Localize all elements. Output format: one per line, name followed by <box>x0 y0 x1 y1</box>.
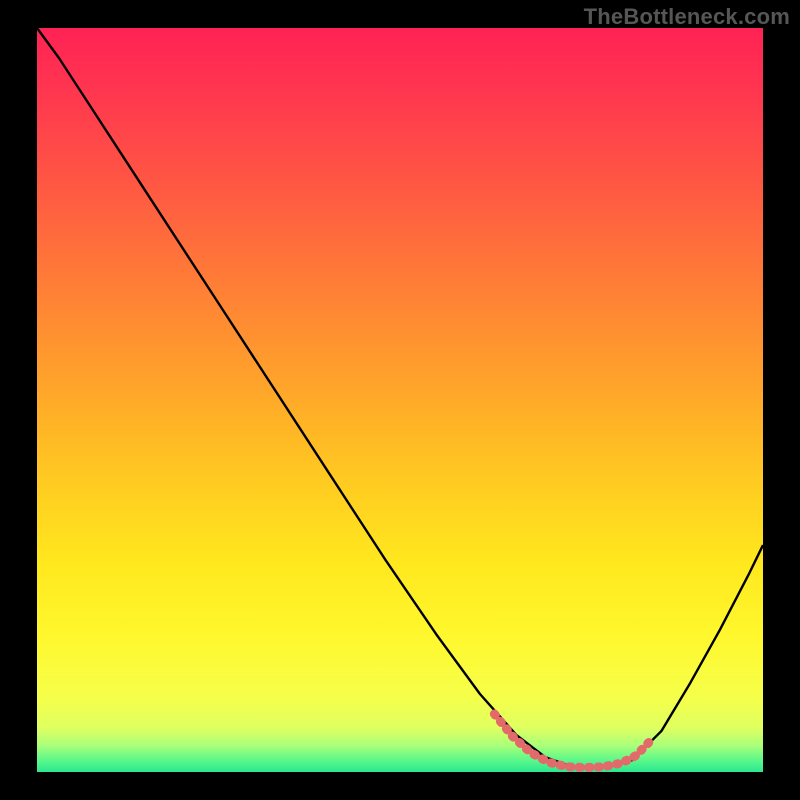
plot-background <box>37 28 763 772</box>
chart-svg <box>0 0 800 800</box>
chart-container: { "watermark": { "text": "TheBottleneck.… <box>0 0 800 800</box>
watermark-text: TheBottleneck.com <box>584 4 790 30</box>
